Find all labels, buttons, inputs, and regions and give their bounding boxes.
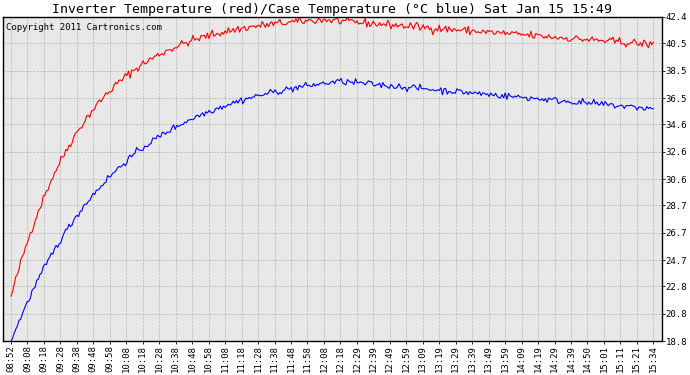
Text: Copyright 2011 Cartronics.com: Copyright 2011 Cartronics.com (6, 23, 162, 32)
Title: Inverter Temperature (red)/Case Temperature (°C blue) Sat Jan 15 15:49: Inverter Temperature (red)/Case Temperat… (52, 3, 612, 16)
